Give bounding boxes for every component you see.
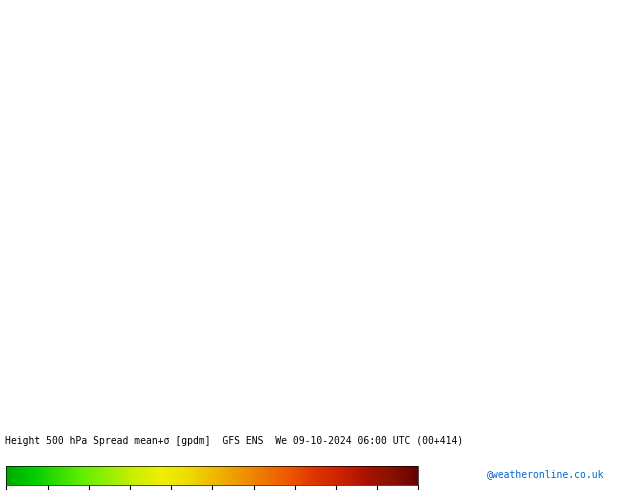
Text: @weatheronline.co.uk: @weatheronline.co.uk xyxy=(486,469,604,479)
Text: Height 500 hPa Spread mean+σ [gpdm]  GFS ENS  We 09-10-2024 06:00 UTC (00+414): Height 500 hPa Spread mean+σ [gpdm] GFS … xyxy=(5,436,463,446)
